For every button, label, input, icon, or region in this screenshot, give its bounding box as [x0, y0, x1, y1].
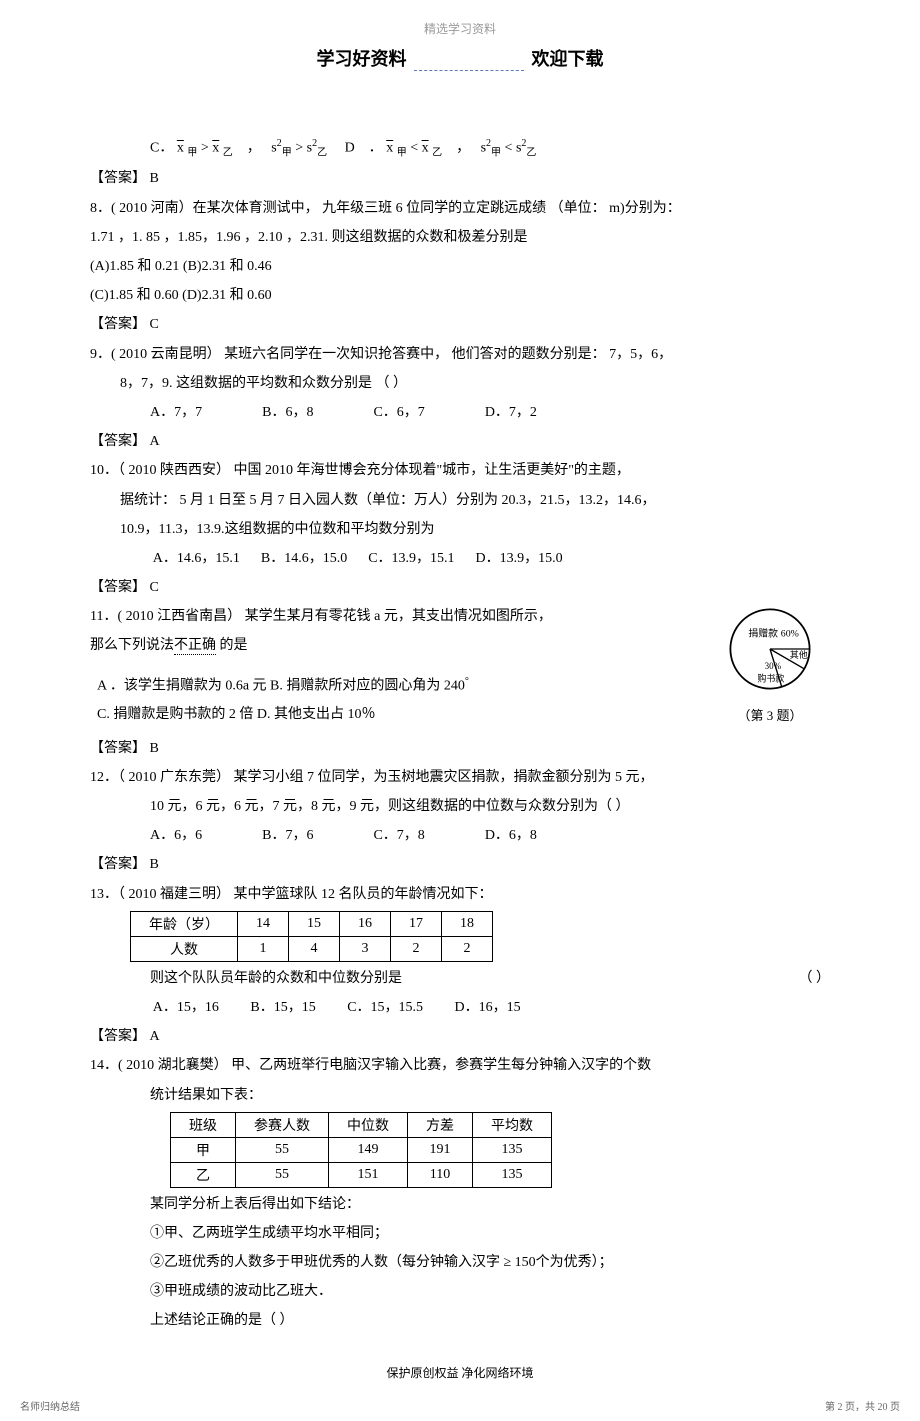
q8-line3: (A)1.85 和 0.21 (B)2.31 和 0.46: [90, 254, 830, 279]
q10-line3: 10.9，11.3，13.9.这组数据的中位数和平均数分别为: [90, 517, 830, 542]
table-row: 甲 55 149 191 135: [171, 1137, 552, 1162]
q10-opt-d: D．13.9，15.0: [476, 551, 563, 566]
q10-opt-a: A．14.6，15.1: [153, 551, 240, 566]
top-header: 精选学习资料: [90, 20, 830, 37]
q8-answer: 【答案】 C: [90, 312, 830, 337]
q13-line1: 13．（ 2010 福建三明） 某中学篮球队 12 名队员的年龄情况如下：: [90, 882, 830, 907]
q10-answer: 【答案】 C: [90, 575, 830, 600]
q10-opts: A．14.6，15.1 B．14.6，15.0 C．13.9，15.1 D．13…: [90, 546, 830, 571]
pie-label-donate: 捐赠款: [748, 627, 778, 640]
q10-opt-c: C．13.9，15.1: [368, 551, 454, 566]
q7-answer: 【答案】 B: [90, 166, 830, 191]
table-row: 人数 1 4 3 2 2: [131, 936, 493, 961]
q13-answer: 【答案】 A: [90, 1024, 830, 1049]
pie-svg: 捐赠款 60% 其他 30% 购书款: [725, 604, 815, 694]
table-row: 班级 参赛人数 中位数 方差 平均数: [171, 1112, 552, 1137]
q13-opts: A．15，16 B．15，15 C．15，15.5 D．16，15: [90, 995, 830, 1020]
q14-line1: 14．( 2010 湖北襄樊） 甲、乙两班举行电脑汉字输入比赛，参赛学生每分钟输…: [90, 1053, 830, 1078]
table-row: 乙 55 151 110 135: [171, 1162, 552, 1187]
q13-opt-b: B．15，15: [250, 1000, 315, 1015]
q8-line2: 1.71 ，1. 85 ，1.85，1.96 ，2.10 ，2.31. 则这组数…: [90, 225, 830, 250]
q14-line5: ②乙班优秀的人数多于甲班优秀的人数（每分钟输入汉字 ≥ 150个为优秀）；: [90, 1250, 830, 1275]
q12-opt-d: D．6，8: [485, 823, 537, 848]
title-left: 学习好资料: [317, 49, 407, 69]
q12-opts: A．6，6 B．7，6 C．7，8 D．6，8: [90, 823, 830, 848]
q14-table: 班级 参赛人数 中位数 方差 平均数 甲 55 149 191 135 乙 55…: [170, 1112, 552, 1188]
q9-answer: 【答案】 A: [90, 429, 830, 454]
title-gap: [414, 70, 524, 71]
q9-line1: 9．( 2010 云南昆明） 某班六名同学在一次知识抢答赛中， 他们答对的题数分…: [90, 342, 830, 367]
q8-line1: 8．( 2010 河南）在某次体育测试中， 九年级三班 6 位同学的立定跳远成绩…: [90, 196, 830, 221]
q14-line3: 某同学分析上表后得出如下结论：: [90, 1192, 830, 1217]
q12-opt-a: A．6，6: [150, 823, 202, 848]
q8-line4: (C)1.85 和 0.60 (D)2.31 和 0.60: [90, 283, 830, 308]
pie-caption: （第 3 题）: [710, 705, 830, 724]
q12-answer: 【答案】 B: [90, 852, 830, 877]
q7-c-xbar: x: [177, 141, 184, 156]
q14-line2: 统计结果如下表：: [90, 1083, 830, 1108]
q9-opt-a: A．7，7: [150, 400, 202, 425]
pie-chart: 捐赠款 60% 其他 30% 购书款 （第 3 题）: [710, 604, 830, 724]
q14-line7: 上述结论正确的是（ ）: [90, 1308, 830, 1333]
q7-options-cd: C． x 甲 > x 乙 ， s2甲 > s2乙 D ． x 甲 < x 乙 ，…: [90, 135, 830, 162]
q12-opt-b: B．7，6: [262, 823, 313, 848]
q12-line2: 10 元，6 元，6 元，7 元，8 元，9 元，则这组数据的中位数与众数分别为…: [90, 794, 830, 819]
q13-opt-c: C．15，15.5: [347, 1000, 423, 1015]
q7-c-prefix: C．: [150, 141, 173, 156]
q13-line2: 则这个队队员年龄的众数和中位数分别是 （ ）: [90, 966, 830, 991]
table-row: 年龄（岁） 14 15 16 17 18: [131, 911, 493, 936]
q13-opt-a: A．15，16: [153, 1000, 219, 1015]
q14-line4: ①甲、乙两班学生成绩平均水平相同；: [90, 1221, 830, 1246]
q10-line2: 据统计： 5 月 1 日至 5 月 7 日入园人数（单位：万人）分别为 20.3…: [90, 488, 830, 513]
pie-label-book-pct: 30%: [765, 661, 782, 671]
q9-opt-c: C．6，7: [373, 400, 424, 425]
q12-opt-c: C．7，8: [373, 823, 424, 848]
q11-underlined: 不正确: [174, 638, 216, 655]
q9-opts: A．7，7 B．6，8 C．6，7 D．7，2: [90, 400, 830, 425]
q11-answer: 【答案】 B: [90, 736, 830, 761]
q12-line1: 12．（ 2010 广东东莞） 某学习小组 7 位同学，为玉树地震灾区捐款，捐款…: [90, 765, 830, 790]
title-row: 学习好资料 欢迎下载: [90, 45, 830, 71]
footer-text: 保护原创权益 净化网络环境: [90, 1364, 830, 1381]
q13-opt-d: D．16，15: [455, 1000, 521, 1015]
q10-opt-b: B．14.6，15.0: [261, 551, 347, 566]
footer-right: 第 2 页，共 20 页: [825, 1398, 900, 1413]
footer-left: 名师归纳总结: [20, 1398, 80, 1413]
pie-label-donate-pct: 60%: [781, 629, 799, 640]
pie-label-book: 购书款: [757, 673, 784, 684]
q9-opt-b: B．6，8: [262, 400, 313, 425]
q9-opt-d: D．7，2: [485, 400, 537, 425]
q13-table: 年龄（岁） 14 15 16 17 18 人数 1 4 3 2 2: [130, 911, 493, 962]
pie-label-other: 其他: [790, 649, 808, 660]
q10-line1: 10．（ 2010 陕西西安） 中国 2010 年海世博会充分体现着"城市，让生…: [90, 458, 830, 483]
q9-line2: 8，7，9. 这组数据的平均数和众数分别是 （ ）: [90, 371, 830, 396]
title-right: 欢迎下载: [532, 49, 604, 69]
q14-line6: ③甲班成绩的波动比乙班大．: [90, 1279, 830, 1304]
q7-d-prefix: D ．: [345, 141, 383, 156]
page: 精选学习资料 学习好资料 欢迎下载 C． x 甲 > x 乙 ， s2甲 > s…: [0, 0, 920, 1421]
